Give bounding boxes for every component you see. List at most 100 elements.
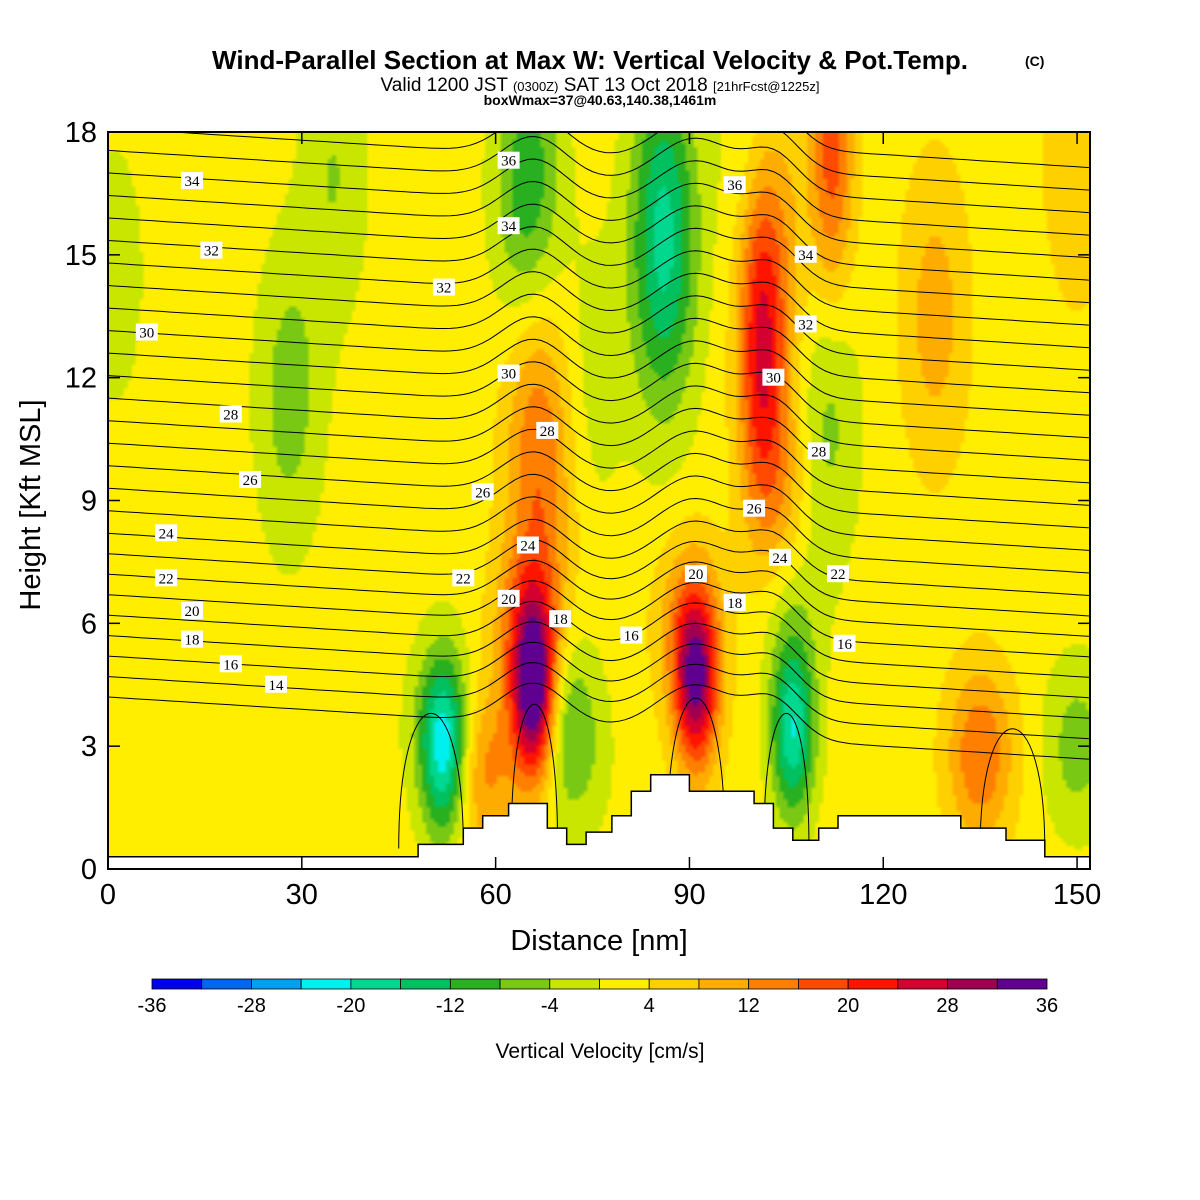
theta-contour-line bbox=[108, 621, 1090, 699]
colorbar-swatch bbox=[648, 978, 700, 990]
theta-contour-line bbox=[108, 473, 1090, 551]
contour-label: 18 bbox=[549, 610, 572, 628]
colorbar-tick-label: 20 bbox=[837, 995, 859, 1017]
contour-label: 36 bbox=[723, 176, 746, 194]
contour-label: 16 bbox=[833, 634, 856, 653]
contour-label: 32 bbox=[794, 315, 817, 333]
colorbar-title: Vertical Velocity [cm/s] bbox=[496, 1040, 705, 1063]
x-tick-label: 120 bbox=[859, 879, 907, 911]
contour-label-box bbox=[219, 655, 242, 673]
colorbar-tick-label: -4 bbox=[541, 995, 559, 1017]
contour-label: 14 bbox=[265, 675, 287, 694]
theta-contour-line bbox=[108, 226, 1090, 304]
theta-contour-dome bbox=[763, 713, 810, 849]
theta-contour-dome bbox=[510, 704, 559, 849]
contour-label-box bbox=[181, 172, 203, 190]
contour-label-box bbox=[807, 442, 830, 460]
contour-label-box bbox=[265, 675, 287, 693]
colorbar: -36 -28 -20 -12 -4 4 12 20 28 36 bbox=[138, 978, 1058, 1017]
y-tick-label: 9 bbox=[81, 486, 97, 518]
terrain-mask bbox=[108, 774, 1090, 869]
contour-label: 16 bbox=[620, 626, 643, 645]
plot-area: 36 34 34 36 32 32 34 30 32 30 30 28 28 28 26 26 26 24 24 24… bbox=[108, 132, 1090, 869]
theta-contour-line bbox=[108, 316, 1090, 394]
colorbar-swatch bbox=[897, 978, 948, 990]
colorbar-swatch bbox=[996, 978, 1048, 990]
contour-label-box bbox=[497, 217, 520, 235]
contour-label-box bbox=[536, 421, 559, 439]
theta-contour-line bbox=[164, 132, 1090, 191]
contour-label: 26 bbox=[239, 471, 262, 489]
contour-label: 32 bbox=[432, 278, 455, 297]
contour-label: 24 bbox=[155, 524, 178, 542]
valid-time-line: Valid 1200 JST (0300Z) SAT 13 Oct 2018 [… bbox=[381, 75, 820, 96]
colorbar-swatch bbox=[549, 978, 600, 990]
y-tick-label: 0 bbox=[81, 854, 97, 886]
contour-label: 24 bbox=[768, 548, 791, 567]
contour-label: 26 bbox=[743, 499, 766, 518]
contour-label-box bbox=[497, 589, 520, 607]
colorbar-tick-label: -20 bbox=[336, 995, 365, 1017]
chart-title: Wind-Parallel Section at Max W: Vertical… bbox=[212, 45, 968, 75]
contour-label-text: 34 bbox=[501, 219, 516, 235]
theta-contour-line bbox=[108, 203, 1090, 281]
contour-label: 34 bbox=[794, 245, 817, 264]
colorbar-swatch bbox=[400, 978, 451, 990]
colorbar-swatch bbox=[748, 978, 799, 990]
contour-label-text: 24 bbox=[159, 526, 175, 542]
theta-contour-dome bbox=[398, 713, 464, 849]
contour-label-text: 34 bbox=[185, 174, 201, 190]
y-tick-label: 12 bbox=[65, 363, 97, 395]
theta-contour-line bbox=[108, 518, 1090, 596]
chart-title-mark: (C) bbox=[1025, 53, 1044, 69]
contour-label-text: 18 bbox=[727, 596, 742, 612]
x-tick-label: 90 bbox=[673, 879, 705, 911]
contour-label: 28 bbox=[807, 442, 830, 460]
y-tick-label: 3 bbox=[81, 731, 97, 763]
contour-label-box bbox=[794, 315, 817, 333]
contour-label-box bbox=[497, 151, 520, 169]
contour-label-box bbox=[155, 569, 178, 587]
contour-label-text: 14 bbox=[269, 678, 285, 694]
contour-label-text: 28 bbox=[540, 424, 555, 440]
box-wmax-text: boxWmax=37@40.63,140.38,1461m bbox=[484, 92, 717, 108]
contour-label-text: 30 bbox=[139, 326, 154, 342]
contour-label-box bbox=[762, 368, 785, 386]
contour-label-text: 34 bbox=[798, 248, 814, 264]
contour-label-box bbox=[497, 364, 520, 382]
contour-label: 30 bbox=[762, 368, 785, 387]
contour-label-text: 20 bbox=[185, 604, 200, 620]
y-tick-label: 18 bbox=[65, 117, 97, 149]
contour-label-box bbox=[620, 626, 643, 644]
contour-label-box bbox=[833, 634, 856, 652]
contour-label-box bbox=[743, 499, 766, 517]
theta-contour-line bbox=[108, 248, 1090, 326]
colorbar-swatch bbox=[300, 978, 352, 990]
colorbar-swatch bbox=[251, 978, 302, 990]
theta-contour-line bbox=[108, 496, 1090, 574]
y-tick-label: 15 bbox=[65, 240, 97, 272]
contour-label-text: 22 bbox=[159, 571, 174, 587]
colorbar-swatch bbox=[499, 978, 551, 990]
colorbar-swatch bbox=[947, 978, 998, 990]
theta-contour-line bbox=[805, 132, 1090, 169]
contour-label-text: 32 bbox=[436, 281, 451, 297]
contour-label-box bbox=[432, 278, 455, 296]
contour-label: 36 bbox=[497, 151, 520, 170]
contour-label-text: 28 bbox=[223, 408, 238, 424]
contour-label-text: 20 bbox=[501, 592, 516, 608]
colorbar-swatch bbox=[698, 978, 750, 990]
contour-label: 18 bbox=[723, 593, 746, 612]
contour-label-box bbox=[794, 245, 817, 263]
x-tick-label: 0 bbox=[100, 879, 116, 911]
contour-label-text: 30 bbox=[766, 371, 781, 387]
contour-label: 34 bbox=[181, 172, 203, 190]
contour-label-text: 36 bbox=[501, 154, 516, 170]
colorbar-tick-label: 28 bbox=[936, 995, 958, 1017]
contour-label: 22 bbox=[452, 569, 475, 587]
theta-contour-line bbox=[108, 559, 1090, 637]
colorbar-swatch bbox=[797, 978, 849, 990]
vertical-velocity-field bbox=[108, 132, 1090, 869]
